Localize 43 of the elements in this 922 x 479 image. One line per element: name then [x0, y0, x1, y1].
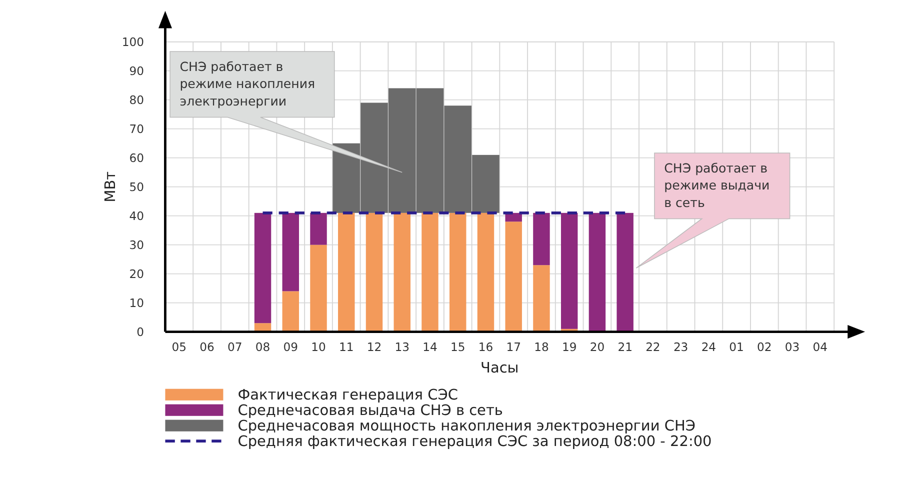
y-tick-label: 50	[129, 180, 144, 194]
x-tick-label: 19	[562, 340, 577, 354]
y-tick-label: 60	[129, 150, 144, 165]
x-axis-title: Часы	[480, 360, 519, 376]
x-tick-label: 05	[172, 340, 187, 354]
x-tick-label: 10	[311, 340, 326, 354]
x-tick-label: 17	[506, 340, 521, 354]
y-tick-label: 90	[129, 64, 144, 78]
y-tick-label: 30	[129, 238, 144, 252]
x-tick-label: 04	[812, 340, 828, 354]
y-tick-label: 100	[122, 34, 144, 49]
x-tick-label: 23	[673, 340, 688, 354]
legend-label: Среднечасовая мощность накопления электроэнергии СНЭ	[238, 418, 696, 435]
annotation: СНЭ работает в режиме накопления электроэнергии	[180, 58, 316, 109]
x-tick-label: 11	[339, 340, 354, 354]
x-tick-label: 09	[283, 340, 298, 354]
y-tick-label: 0	[136, 324, 144, 339]
x-tick-label: 22	[646, 340, 660, 354]
x-tick-label: 14	[422, 340, 438, 354]
x-tick-label: 20	[590, 340, 605, 354]
x-tick-label: 01	[729, 340, 744, 354]
y-tick-label: 10	[129, 296, 144, 310]
x-tick-label: 18	[534, 340, 549, 354]
x-tick-label: 15	[450, 340, 466, 354]
legend-label: Фактическая генерация СЭС	[238, 388, 458, 404]
x-tick-label: 13	[394, 340, 410, 354]
x-tick-label: 03	[784, 340, 800, 354]
x-tick-label: 06	[200, 340, 214, 354]
legend-label: Средняя фактическая генерация СЭС за период 08:00 - 22:00	[238, 434, 712, 450]
x-tick-label: 02	[757, 340, 772, 354]
y-tick-label: 70	[129, 122, 144, 136]
legend-label: Среднечасовая выдача СНЭ в сеть	[238, 403, 503, 420]
y-tick-label: 40	[129, 208, 144, 223]
y-tick-label: 80	[129, 92, 144, 107]
annotation: СНЭ работает в режиме выдачи в сеть	[664, 160, 770, 210]
y-tick-label: 20	[129, 266, 144, 281]
x-tick-label: 07	[228, 340, 242, 354]
x-tick-label: 08	[255, 340, 270, 354]
x-tick-label: 21	[618, 340, 632, 354]
y-axis-title: МВт	[102, 170, 119, 202]
x-tick-label: 16	[478, 340, 494, 354]
x-tick-label: 24	[701, 340, 716, 354]
x-tick-label: 12	[366, 340, 382, 354]
